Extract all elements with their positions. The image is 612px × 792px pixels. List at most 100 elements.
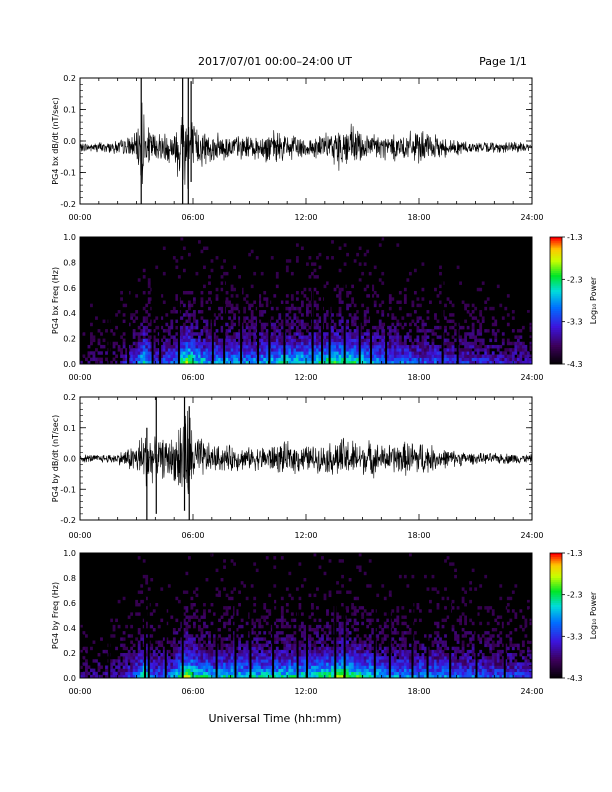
- spectrogram-cell: [290, 665, 294, 669]
- spectrogram-cell: [238, 653, 242, 657]
- spectrogram-cell: [371, 628, 375, 632]
- spectrogram-cell: [366, 637, 370, 641]
- spectrogram-cell: [162, 656, 166, 660]
- spectrogram-cell: [444, 665, 447, 669]
- spectrogram-cell: [529, 348, 533, 352]
- colorbar-label: Log₁₀ Power: [589, 276, 598, 324]
- spectrogram-cell: [383, 662, 387, 666]
- spectrogram-cell: [429, 354, 432, 358]
- spectrogram-cell: [454, 668, 457, 673]
- spectrogram-cell: [421, 344, 425, 349]
- spectrogram-cell: [140, 649, 144, 654]
- spectrogram-cell: [439, 271, 442, 276]
- spectrogram-cell: [333, 354, 337, 358]
- spectrogram-cell: [255, 668, 259, 673]
- spectrogram-cell: [373, 290, 377, 295]
- spectrogram-cell: [260, 341, 264, 346]
- spectrogram-cell: [306, 303, 309, 308]
- spectrogram-cell: [338, 354, 342, 358]
- spectrogram-cell: [223, 665, 226, 669]
- spectrogram-cell: [356, 671, 360, 676]
- spectrogram-cell: [464, 338, 468, 343]
- spectrogram-cell: [253, 332, 257, 336]
- spectrogram-cell: [290, 634, 294, 638]
- spectrogram-cell: [403, 360, 407, 365]
- spectrogram-cell: [195, 341, 199, 346]
- spectrogram-cell: [328, 646, 332, 651]
- spectrogram-cell: [285, 306, 289, 311]
- spectrogram-cell: [230, 287, 234, 292]
- spectrogram-cell: [434, 332, 437, 336]
- spectrogram-cell: [371, 609, 375, 613]
- spectrogram-cell: [351, 300, 355, 304]
- spectrogram-cell: [208, 609, 211, 613]
- spectrogram-cell: [408, 662, 412, 666]
- spectrogram-cell: [295, 360, 299, 365]
- spectrogram-cell: [358, 565, 362, 569]
- spectrogram-cell: [135, 671, 139, 676]
- spectrogram-cell: [250, 668, 254, 673]
- spectrogram-cell: [303, 662, 307, 666]
- spectrogram-cell: [494, 332, 498, 336]
- spectrogram-cell: [358, 649, 362, 654]
- spectrogram-cell: [85, 357, 88, 362]
- spectrogram-cell: [501, 351, 505, 355]
- spectrogram-cell: [203, 624, 206, 629]
- spectrogram-cell: [514, 348, 518, 352]
- spectrogram-cell: [225, 360, 229, 365]
- spectrogram-cell: [476, 634, 480, 638]
- spectrogram-cell: [280, 300, 284, 304]
- spectrogram-cell: [127, 357, 131, 362]
- spectrogram-cell: [195, 357, 199, 362]
- spectrogram-cell: [529, 360, 533, 365]
- spectrogram-cell: [356, 665, 360, 669]
- spectrogram-cell: [449, 351, 452, 355]
- spectrogram-cell: [260, 665, 264, 669]
- spectrogram-cell: [198, 344, 201, 349]
- spectrogram-cell: [117, 599, 121, 604]
- spectrogram-cell: [260, 674, 264, 679]
- spectrogram-cell: [361, 671, 365, 676]
- spectrogram-cell: [408, 329, 412, 333]
- spectrogram-cell: [273, 671, 277, 676]
- spectrogram-cell: [120, 674, 123, 679]
- spectrogram-cell: [142, 341, 146, 346]
- spectrogram-cell: [316, 354, 319, 358]
- spectrogram-cell: [454, 574, 457, 579]
- spectrogram-cell: [429, 599, 432, 604]
- spectrogram-cell: [198, 351, 201, 355]
- spectrogram-cell: [145, 646, 149, 651]
- spectrogram-cell: [471, 634, 475, 638]
- spectrogram-cell: [165, 344, 169, 349]
- spectrogram-cell: [215, 335, 219, 339]
- spectrogram-cell: [280, 348, 284, 352]
- spectrogram-cell: [288, 338, 292, 343]
- spectrogram-cell: [190, 351, 194, 355]
- spectrogram-cell: [336, 637, 339, 641]
- data-gap: [151, 281, 154, 364]
- spectrogram-cell: [270, 256, 274, 260]
- spectrogram-cell: [278, 313, 282, 317]
- spectrogram-cell: [466, 310, 470, 314]
- spectrogram-cell: [318, 674, 322, 679]
- spectrogram-cell: [434, 668, 437, 673]
- spectrogram-cell: [506, 360, 510, 365]
- spectrogram-cell: [391, 335, 395, 339]
- spectrogram-cell: [238, 637, 242, 641]
- spectrogram-cell: [250, 656, 254, 660]
- spectrogram-cell: [393, 354, 397, 358]
- spectrogram-cell: [311, 656, 314, 660]
- spectrogram-cell: [311, 653, 314, 657]
- spectrogram-cell: [280, 662, 284, 666]
- spectrogram-cell: [366, 671, 370, 676]
- spectrogram-cell: [348, 665, 352, 669]
- spectrogram-cell: [273, 360, 277, 365]
- spectrogram-cell: [308, 310, 312, 314]
- spectrogram-cell: [270, 348, 274, 352]
- spectrogram-cell: [361, 335, 365, 339]
- spectrogram-cell: [285, 322, 289, 327]
- spectrogram-cell: [338, 310, 342, 314]
- spectrogram-cell: [353, 628, 357, 632]
- spectrogram-cell: [263, 325, 267, 330]
